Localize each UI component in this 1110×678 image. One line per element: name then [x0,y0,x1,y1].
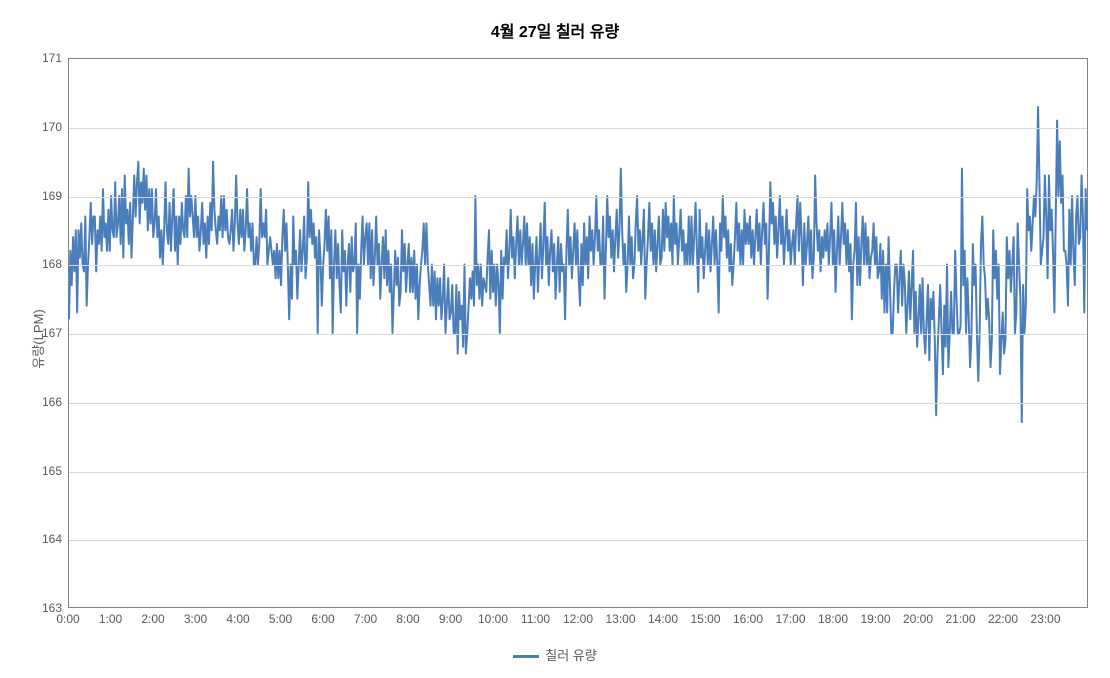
x-tick-label: 20:00 [903,612,933,626]
x-tick-label: 11:00 [521,612,550,626]
x-tick-label: 10:00 [478,612,508,626]
x-tick-label: 18:00 [818,612,848,626]
chart-container: 4월 27일 칠러 유량 유량(LPM) 1631641651661671681… [0,0,1110,678]
x-tick-label: 14:00 [648,612,678,626]
gridline [69,334,1087,335]
x-tick-label: 8:00 [396,612,419,626]
y-tick-label: 171 [22,51,62,65]
x-tick-label: 4:00 [226,612,249,626]
x-tick-label: 19:00 [860,612,890,626]
x-tick-label: 6:00 [311,612,334,626]
y-tick-label: 166 [22,395,62,409]
x-tick-label: 3:00 [184,612,207,626]
legend: 칠러 유량 [0,645,1110,664]
x-tick-label: 21:00 [945,612,975,626]
y-tick-label: 170 [22,120,62,134]
x-tick-label: 9:00 [439,612,462,626]
x-tick-label: 15:00 [690,612,720,626]
x-tick-label: 5:00 [269,612,292,626]
gridline [69,540,1087,541]
x-tick-label: 7:00 [354,612,377,626]
y-tick-label: 165 [22,464,62,478]
y-tick-label: 167 [22,326,62,340]
y-tick-label: 164 [22,532,62,546]
x-tick-label: 22:00 [988,612,1018,626]
x-tick-label: 23:00 [1030,612,1060,626]
gridline [69,403,1087,404]
legend-label: 칠러 유량 [545,648,596,663]
x-tick-label: 1:00 [99,612,122,626]
x-tick-label: 12:00 [563,612,593,626]
y-tick-label: 169 [22,189,62,203]
y-tick-label: 168 [22,257,62,271]
x-tick-label: 2:00 [141,612,164,626]
x-tick-label: 16:00 [733,612,763,626]
gridline [69,197,1087,198]
legend-swatch [513,655,539,658]
plot-area [68,58,1088,608]
x-tick-label: 0:00 [56,612,79,626]
chart-title: 4월 27일 칠러 유량 [0,18,1110,42]
gridline [69,265,1087,266]
x-tick-label: 13:00 [605,612,635,626]
gridline [69,472,1087,473]
gridline [69,128,1087,129]
x-tick-label: 17:00 [775,612,805,626]
